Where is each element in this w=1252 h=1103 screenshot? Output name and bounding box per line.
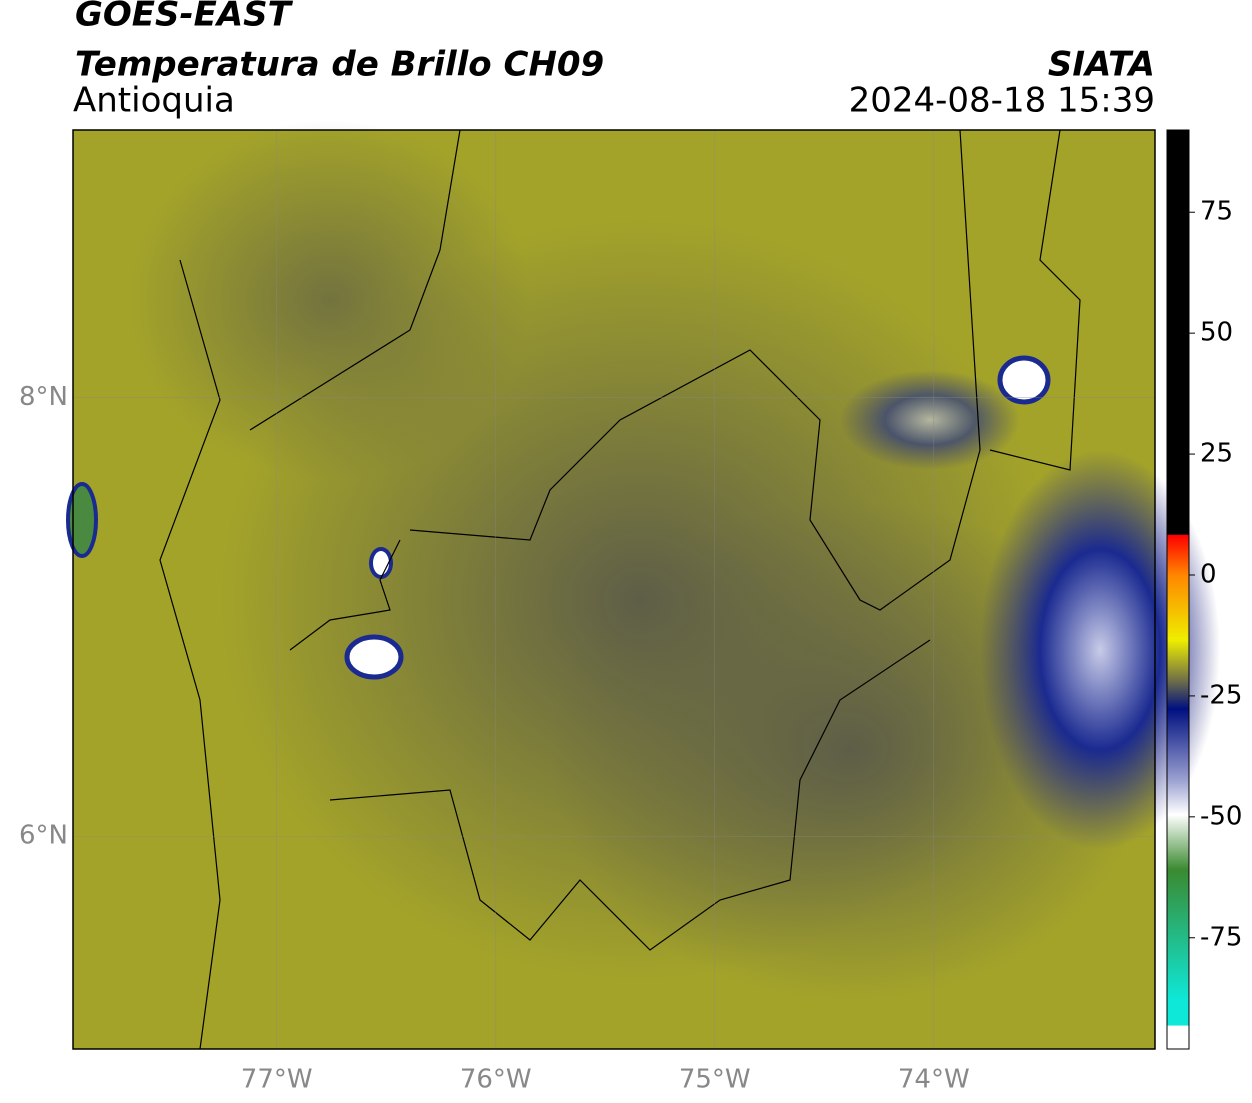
map-frame xyxy=(72,129,1156,1050)
colorbar-tick-label: -25 xyxy=(1200,680,1242,710)
colorbar xyxy=(1166,129,1190,1050)
colorbar-tick-label: 25 xyxy=(1200,439,1233,469)
x-tick-label: 75°W xyxy=(679,1065,751,1095)
region: Antioquia xyxy=(73,81,235,121)
title: GOES-EAST xyxy=(75,0,294,35)
x-tick-label: 76°W xyxy=(460,1065,532,1095)
colorbar-tick-label: 0 xyxy=(1200,559,1217,589)
map-grid xyxy=(73,130,1155,1049)
colorbar-tick-label: -50 xyxy=(1200,801,1242,831)
colorbar-tick-label: 75 xyxy=(1200,197,1233,227)
y-tick-label: 8°N xyxy=(19,382,68,412)
x-tick-label: 74°W xyxy=(898,1065,970,1095)
colorbar-tick-label: 50 xyxy=(1200,318,1233,348)
datetime: 2024-08-18 15:39 xyxy=(849,81,1155,121)
y-tick-label: 6°N xyxy=(19,821,68,851)
source: SIATA xyxy=(1048,45,1155,85)
map-image xyxy=(66,120,1220,1050)
colorbar-tick-label: -75 xyxy=(1200,922,1242,952)
subtitle: Temperatura de Brillo CH09 xyxy=(75,45,604,85)
x-tick-label: 77°W xyxy=(241,1065,313,1095)
